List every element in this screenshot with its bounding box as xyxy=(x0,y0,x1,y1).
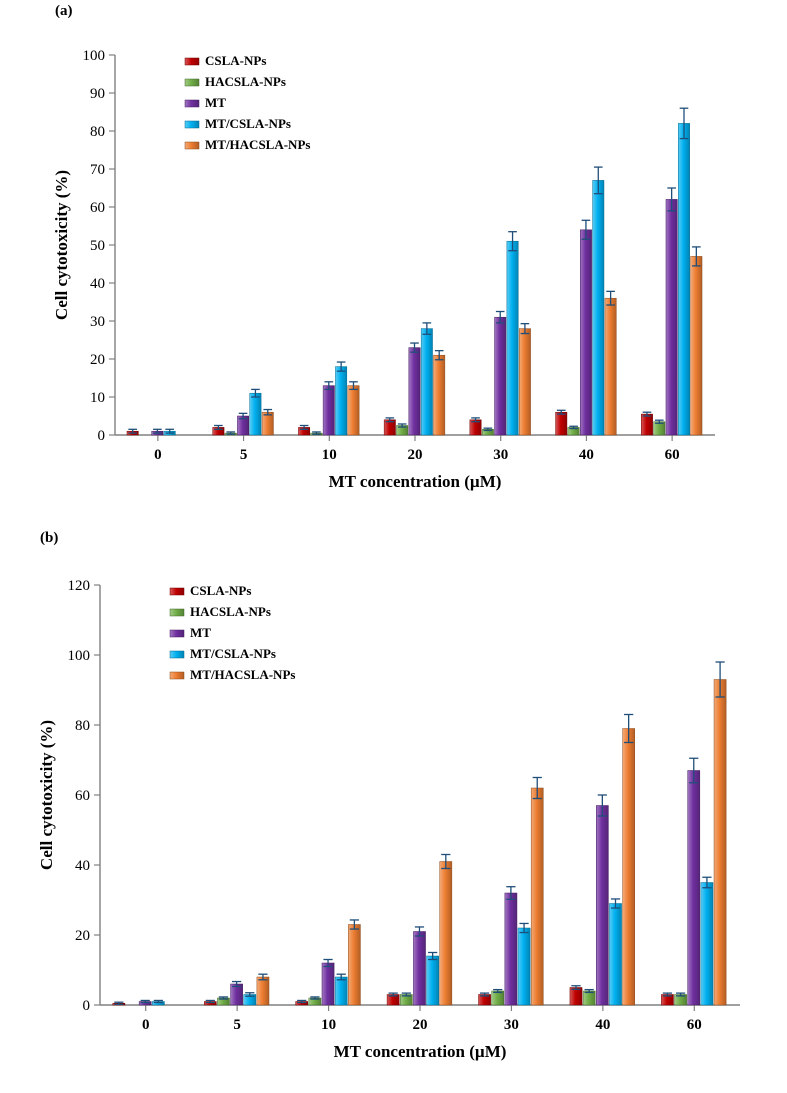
svg-text:30: 30 xyxy=(90,314,105,330)
svg-text:HACSLA-NPs: HACSLA-NPs xyxy=(205,74,286,89)
svg-text:120: 120 xyxy=(68,578,91,594)
svg-text:80: 80 xyxy=(90,124,105,140)
svg-text:10: 10 xyxy=(90,390,105,406)
svg-text:0: 0 xyxy=(154,447,162,463)
svg-text:MT/CSLA-NPs: MT/CSLA-NPs xyxy=(205,116,291,131)
svg-text:70: 70 xyxy=(90,162,105,178)
svg-text:MT: MT xyxy=(190,625,211,640)
panel-a-svg: 0 10 20 30 40 50 60 70 80 90 100 0 5 10 20 30 40 60 Cell c… xyxy=(45,25,745,505)
panel-b-chart: 0 20 40 60 80 100 120 0 5 10 20 30 40 60 Cell cytotoxi… xyxy=(30,555,765,1080)
svg-text:20: 20 xyxy=(75,928,90,944)
svg-text:Cell cytotoxicity (%): Cell cytotoxicity (%) xyxy=(37,720,56,870)
svg-text:20: 20 xyxy=(413,1017,428,1033)
svg-text:40: 40 xyxy=(90,276,105,292)
svg-text:30: 30 xyxy=(504,1017,519,1033)
svg-text:HACSLA-NPs: HACSLA-NPs xyxy=(190,604,271,619)
svg-text:40: 40 xyxy=(595,1017,610,1033)
svg-text:20: 20 xyxy=(90,352,105,368)
svg-text:MT/HACSLA-NPs: MT/HACSLA-NPs xyxy=(205,137,310,152)
svg-text:40: 40 xyxy=(75,858,90,874)
svg-text:MT concentration (µM): MT concentration (µM) xyxy=(329,472,502,491)
svg-text:5: 5 xyxy=(233,1017,241,1033)
svg-text:40: 40 xyxy=(579,447,594,463)
svg-text:10: 10 xyxy=(321,1017,336,1033)
svg-text:100: 100 xyxy=(68,648,91,664)
svg-text:0: 0 xyxy=(98,428,106,444)
figure: (a) 0102030405060708090100051020304060Ce… xyxy=(0,0,787,1093)
svg-text:CSLA-NPs: CSLA-NPs xyxy=(205,53,266,68)
panel-a-label: (a) xyxy=(55,3,73,20)
svg-text:5: 5 xyxy=(240,447,248,463)
panel-b-svg: 0 20 40 60 80 100 120 0 5 10 20 30 40 60 Cell cytotoxi… xyxy=(30,555,765,1080)
panel-a-chart: 0 10 20 30 40 50 60 70 80 90 100 0 5 10 20 30 40 60 Cell c… xyxy=(45,25,745,505)
svg-text:0: 0 xyxy=(83,998,91,1014)
svg-text:20: 20 xyxy=(408,447,423,463)
svg-text:Cell cytotoxicity (%): Cell cytotoxicity (%) xyxy=(52,170,71,320)
svg-text:50: 50 xyxy=(90,238,105,254)
svg-text:100: 100 xyxy=(83,48,106,64)
svg-text:10: 10 xyxy=(322,447,337,463)
svg-text:MT concentration (µM): MT concentration (µM) xyxy=(334,1042,507,1061)
svg-text:30: 30 xyxy=(493,447,508,463)
svg-text:90: 90 xyxy=(90,86,105,102)
svg-text:60: 60 xyxy=(90,200,105,216)
svg-text:60: 60 xyxy=(687,1017,702,1033)
svg-text:80: 80 xyxy=(75,718,90,734)
panel-b-label: (b) xyxy=(40,530,58,547)
svg-text:CSLA-NPs: CSLA-NPs xyxy=(190,583,251,598)
svg-text:MT/CSLA-NPs: MT/CSLA-NPs xyxy=(190,646,276,661)
svg-text:MT: MT xyxy=(205,95,226,110)
svg-text:60: 60 xyxy=(75,788,90,804)
svg-text:60: 60 xyxy=(665,447,680,463)
svg-text:0: 0 xyxy=(142,1017,150,1033)
svg-text:MT/HACSLA-NPs: MT/HACSLA-NPs xyxy=(190,667,295,682)
